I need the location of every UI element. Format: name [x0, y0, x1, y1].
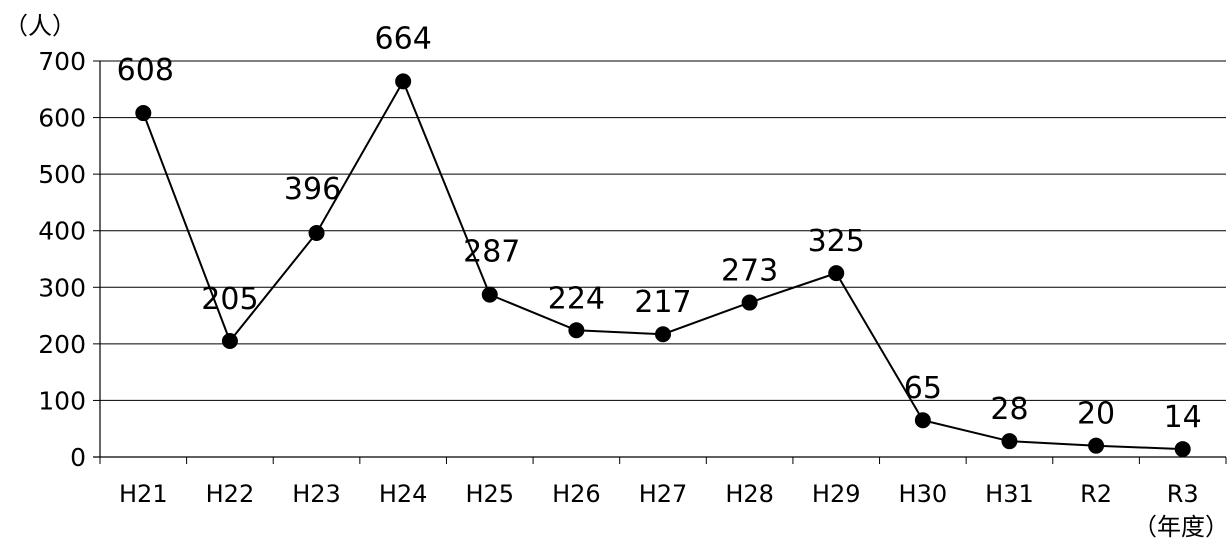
x-tick-label-H24: H24	[379, 480, 428, 508]
y-tick-label-200: 200	[38, 330, 86, 359]
data-label-H29: 325	[808, 224, 865, 259]
data-label-H31: 28	[990, 392, 1028, 427]
data-labels: 608 205 396 664 287 224 217 273 325 65 28 20 14	[117, 21, 1202, 435]
data-label-H22: 205	[201, 282, 258, 317]
data-label-R2: 20	[1077, 397, 1115, 432]
data-label-H30: 65	[904, 371, 942, 406]
y-tick-label-700: 700	[38, 47, 86, 76]
x-tick-label-H22: H22	[206, 480, 255, 508]
x-tick-label-H28: H28	[725, 480, 774, 508]
gridlines	[100, 60, 1226, 401]
x-tick-label-R3: R3	[1167, 480, 1199, 508]
data-label-H28: 273	[721, 254, 778, 289]
data-point-R2	[1088, 437, 1105, 454]
data-label-H21: 608	[117, 53, 174, 88]
data-point-H24	[395, 73, 412, 90]
x-tick-label-H29: H29	[812, 480, 861, 508]
data-label-R3: 14	[1164, 400, 1202, 435]
data-point-H23	[308, 224, 325, 241]
x-tick-label-H25: H25	[465, 480, 514, 508]
y-unit-label: （人）	[4, 12, 76, 40]
data-label-H27: 217	[634, 285, 691, 320]
data-points	[135, 73, 1191, 458]
y-tick-label-500: 500	[38, 160, 86, 189]
y-tick-label-0: 0	[70, 443, 86, 472]
data-point-H30	[914, 412, 931, 429]
x-tick-label-H27: H27	[639, 480, 688, 508]
data-point-H31	[1001, 433, 1018, 450]
x-tick-label-R2: R2	[1080, 480, 1112, 508]
y-tick-label-100: 100	[38, 386, 86, 415]
data-point-R3	[1174, 441, 1191, 458]
data-point-H21	[135, 105, 152, 122]
data-point-H26	[568, 322, 585, 339]
data-point-H25	[481, 286, 498, 303]
x-tick-label-H21: H21	[119, 480, 168, 508]
data-point-H28	[741, 294, 758, 311]
y-tick-label-300: 300	[38, 273, 86, 302]
axes	[93, 60, 1227, 464]
x-tick-label-H30: H30	[899, 480, 948, 508]
x-tick-label-H23: H23	[292, 480, 341, 508]
x-tick-label-H31: H31	[985, 480, 1034, 508]
y-tick-labels: 0 100 200 300 400 500 600 700	[38, 47, 86, 472]
data-point-H27	[655, 326, 671, 343]
x-tick-label-H26: H26	[552, 480, 601, 508]
y-tick-label-600: 600	[38, 104, 86, 133]
x-unit-label: （年度）	[1133, 513, 1229, 541]
data-point-H29	[828, 265, 845, 282]
x-tick-labels: H21 H22 H23 H24 H25 H26 H27 H28 H29 H30 H31 R2 R3	[119, 480, 1199, 508]
data-label-H26: 224	[548, 281, 605, 316]
data-label-H25: 287	[463, 235, 520, 270]
data-label-H24: 664	[375, 21, 432, 56]
y-tick-label-400: 400	[38, 217, 86, 246]
data-label-H23: 396	[284, 172, 341, 207]
data-point-H22	[221, 333, 238, 350]
